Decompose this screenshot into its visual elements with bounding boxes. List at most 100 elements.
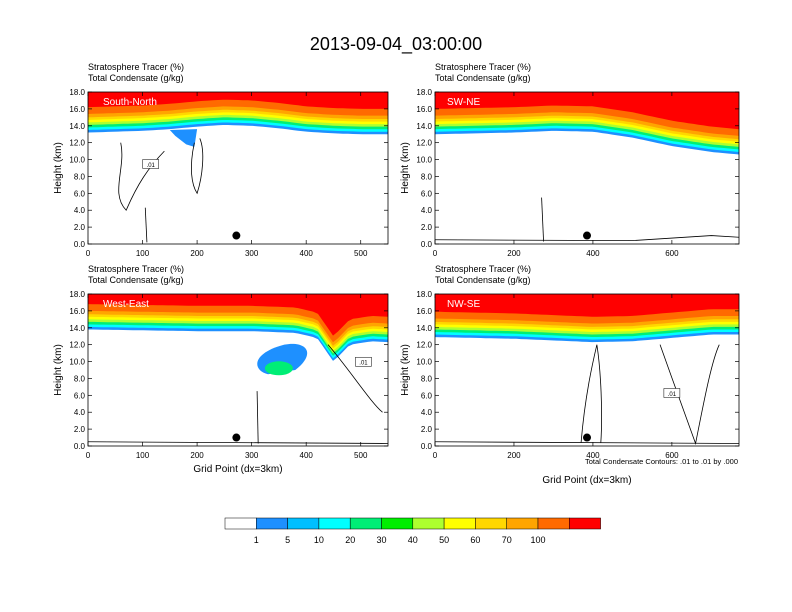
colorbar-swatch xyxy=(569,517,601,530)
contour-label-box xyxy=(355,356,372,367)
colorbar-label: 100 xyxy=(530,535,545,545)
y-tick-label: 12.0 xyxy=(416,139,432,148)
tracer-band-2 xyxy=(88,321,388,356)
x-tick-label: 0 xyxy=(433,451,438,460)
contour-label-box xyxy=(142,159,159,169)
panel-header-line2: Total Condensate (g/kg) xyxy=(88,275,184,285)
x-axis-label: Grid Point (dx=3km) xyxy=(193,464,282,475)
x-tick-label: 200 xyxy=(190,249,204,258)
contour-label: .01 xyxy=(147,163,156,169)
y-tick-label: 10.0 xyxy=(69,156,85,165)
y-tick-label: 6.0 xyxy=(74,391,86,400)
colorbar-label: 50 xyxy=(439,535,449,545)
y-tick-label: 14.0 xyxy=(69,122,85,131)
panel-title-label: South-North xyxy=(103,97,157,108)
tracer-band-0 xyxy=(88,120,388,135)
tracer-band-8 xyxy=(435,294,739,317)
y-tick-label: 4.0 xyxy=(74,408,86,417)
colorbar-swatch xyxy=(412,517,445,530)
tracer-field xyxy=(88,92,388,243)
tracer-band-6 xyxy=(88,105,388,119)
condensate-contour xyxy=(327,344,383,413)
tracer-band-4 xyxy=(88,316,388,351)
tracer-band-7 xyxy=(88,98,388,116)
tracer-band-6 xyxy=(88,310,388,346)
y-tick-label: 6.0 xyxy=(421,189,433,198)
tracer-band-3 xyxy=(435,323,739,335)
panel-west-east: Stratosphere Tracer (%) Total Condensate… xyxy=(53,264,389,475)
x-tick-label: 300 xyxy=(245,451,259,460)
tracer-band-8 xyxy=(88,294,388,336)
x-tick-label: 300 xyxy=(245,249,259,258)
panel-header-line1: Stratosphere Tracer (%) xyxy=(88,264,184,274)
x-tick-label: 400 xyxy=(586,451,600,460)
condensate-contour xyxy=(435,235,739,242)
colorbar-swatch xyxy=(256,517,288,530)
y-tick-label: 14.0 xyxy=(416,122,432,131)
colorbar-swatch xyxy=(506,517,539,530)
panel-header-line1: Stratosphere Tracer (%) xyxy=(435,264,531,274)
x-tick-label: 200 xyxy=(507,249,521,258)
colorbar-swatch xyxy=(381,517,414,530)
colorbar-swatch xyxy=(349,517,382,530)
contour-label-box xyxy=(663,388,681,398)
y-tick-label: 4.0 xyxy=(421,408,433,417)
tracer-band-1 xyxy=(88,118,388,132)
colorbar-swatch xyxy=(537,517,570,530)
condensate-contour xyxy=(580,344,602,443)
x-tick-label: 500 xyxy=(354,451,368,460)
plot-frame xyxy=(87,293,389,447)
tracer-field xyxy=(435,294,739,445)
y-tick-label: 4.0 xyxy=(421,206,433,215)
y-axis-label: Height (km) xyxy=(53,142,64,194)
plot-frame xyxy=(434,293,740,447)
tracer-band-8 xyxy=(435,92,739,130)
y-axis-label: Height (km) xyxy=(400,344,411,396)
panel-title-label: NW-SE xyxy=(447,299,480,310)
contour-label: .01 xyxy=(668,392,677,398)
y-tick-label: 2.0 xyxy=(74,425,86,434)
y-tick-label: 12.0 xyxy=(69,139,85,148)
panel-south-north: Stratosphere Tracer (%) Total Condensate… xyxy=(53,62,389,258)
condensate-contour xyxy=(144,207,148,243)
location-marker xyxy=(232,433,241,442)
tracer-field xyxy=(88,294,388,444)
y-tick-label: 8.0 xyxy=(74,172,86,181)
colorbar-swatch xyxy=(224,517,257,530)
y-tick-label: 18.0 xyxy=(69,290,85,299)
y-axis-label: Height (km) xyxy=(400,142,411,194)
y-tick-label: 16.0 xyxy=(416,105,432,114)
x-tick-label: 0 xyxy=(86,451,91,460)
panel-nw-se: Stratosphere Tracer (%) Total Condensate… xyxy=(400,264,740,486)
y-tick-label: 12.0 xyxy=(69,341,85,350)
y-tick-label: 14.0 xyxy=(416,324,432,333)
y-tick-label: 10.0 xyxy=(69,358,85,367)
condensate-contour xyxy=(190,138,204,195)
y-tick-label: 6.0 xyxy=(74,189,86,198)
tracer-fold-green xyxy=(264,361,293,376)
y-tick-label: 0.0 xyxy=(74,240,86,249)
colorbar-label: 20 xyxy=(345,535,355,545)
y-tick-label: 0.0 xyxy=(74,442,86,451)
x-axis-label: Grid Point (dx=3km) xyxy=(542,475,631,486)
y-tick-label: 8.0 xyxy=(74,374,86,383)
y-tick-label: 2.0 xyxy=(421,223,433,232)
condensate-contour xyxy=(541,197,544,242)
colorbar-label: 60 xyxy=(470,535,480,545)
x-tick-label: 200 xyxy=(507,451,521,460)
location-marker xyxy=(583,433,591,442)
y-tick-label: 10.0 xyxy=(416,156,432,165)
tracer-band-7 xyxy=(88,302,388,343)
y-tick-label: 0.0 xyxy=(421,240,433,249)
y-tick-label: 16.0 xyxy=(69,105,85,114)
colorbar: 1 5 10 20 30 40 50 60 70 100 xyxy=(224,517,601,545)
x-tick-label: 100 xyxy=(136,249,150,258)
contour-footnote: Total Condensate Contours: .01 to .01 by… xyxy=(585,457,738,466)
location-marker xyxy=(232,231,241,240)
x-tick-label: 400 xyxy=(586,249,600,258)
colorbar-label: 5 xyxy=(285,535,290,545)
figure-title: 2013-09-04_03:00:00 xyxy=(310,34,482,55)
condensate-contour xyxy=(435,441,739,444)
condensate-contour xyxy=(256,391,259,444)
colorbar-label: 1 xyxy=(254,535,259,545)
